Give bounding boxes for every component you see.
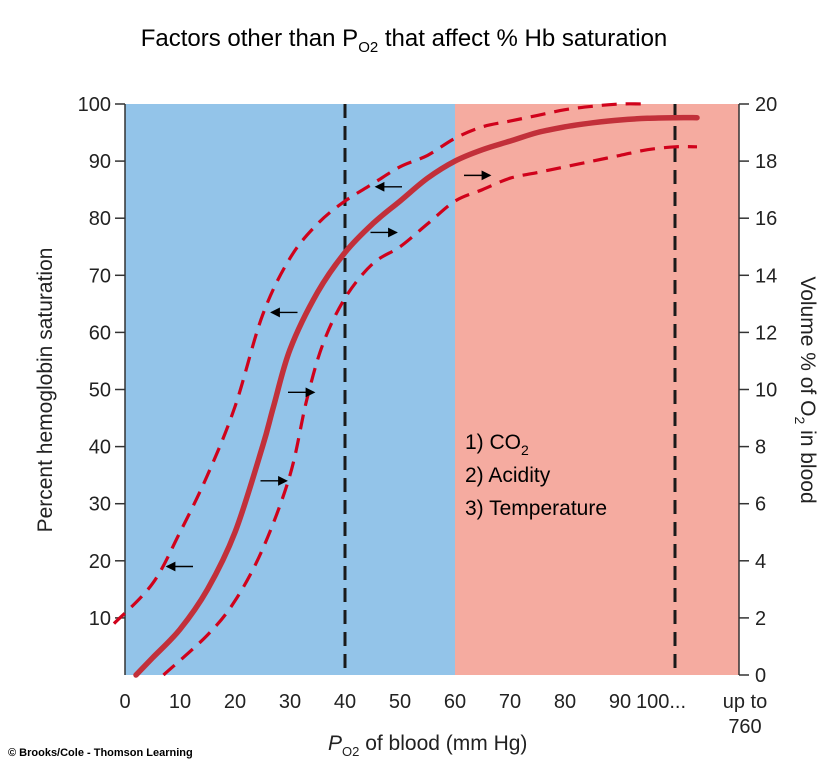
background-regions [125,104,739,675]
y-tick-label-80: 80 [89,208,111,230]
x-tick-label-40: 40 [334,691,356,713]
chart-title: Factors other than PO2 that affect % Hb … [141,25,668,56]
y2-tick-label-8: 8 [755,437,766,459]
axes: 10 20 30 40 50 60 70 80 90 100 0 2 4 6 8 10 12 14 16 18 20 0 1… [78,94,778,738]
shift-arrows [165,170,492,572]
y2-tick-label-16: 16 [755,208,777,230]
x-tick-label-20: 20 [224,691,246,713]
y-axis-label: Percent hemoglobin saturation [34,248,57,533]
y-tick-label-50: 50 [89,380,111,402]
factor-temperature: 3) Temperature [465,497,607,520]
y2-tick-label-10: 10 [755,380,777,402]
factor-list: 1) CO2 2) Acidity 3) Temperature [465,431,607,520]
y2-axis-label: Volume % of O2 in blood [792,276,819,503]
x-tick-label-80: 80 [554,691,576,713]
series-normal [133,114,700,678]
y-tick-label-10: 10 [89,608,111,630]
x-tick-label-50: 50 [389,691,411,713]
factor-co2: 1) CO2 [465,431,529,458]
series-shift-left [112,102,648,625]
lung-region [455,104,739,675]
y2-tick-label-14: 14 [755,265,777,287]
y2-tick-label-0: 0 [755,665,766,687]
x-axis-label: PO2 of blood (mm Hg) [328,732,527,759]
x-tick-label-70: 70 [499,691,521,713]
y-tick-label-40: 40 [89,437,111,459]
y2-tick-label-4: 4 [755,551,766,573]
x-tick-label-760: 760 [728,716,761,738]
y-tick-label-70: 70 [89,265,111,287]
x-tick-label-30: 30 [279,691,301,713]
y2-tick-label-6: 6 [755,494,766,516]
data-series [112,102,700,678]
y2-tick-label-18: 18 [755,151,777,173]
x-tick-label-0: 0 [119,691,130,713]
y-tick-label-100: 100 [78,94,111,116]
y-tick-label-60: 60 [89,322,111,344]
tissue-region [125,104,455,675]
x-tick-label-60: 60 [444,691,466,713]
y2-tick-label-12: 12 [755,322,777,344]
y2-tick-label-20: 20 [755,94,777,116]
credit-text: © Brooks/Cole - Thomson Learning [8,747,193,759]
x-tick-label-10: 10 [169,691,191,713]
y2-tick-label-2: 2 [755,608,766,630]
y-tick-label-20: 20 [89,551,111,573]
series-shift-right [162,144,698,677]
y-tick-label-90: 90 [89,151,111,173]
x-tick-label-upto: up to [723,691,767,713]
factor-acidity: 2) Acidity [465,464,551,487]
x-tick-label-100: 100... [636,691,686,713]
x-tick-label-90: 90 [609,691,631,713]
y-tick-label-30: 30 [89,494,111,516]
